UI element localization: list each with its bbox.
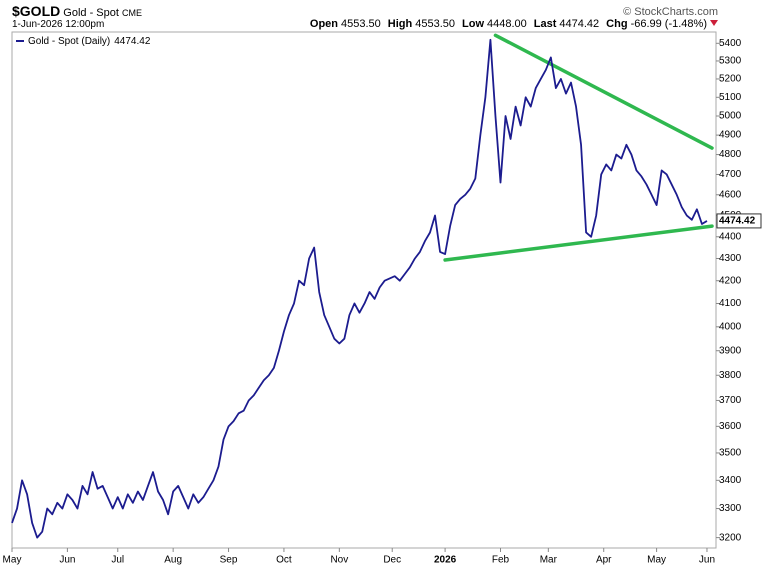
y-tick-label: 5300 [719, 56, 742, 67]
y-tick-label: 4600 [719, 189, 742, 200]
y-tick-label: 3200 [719, 532, 742, 543]
y-tick-label: 3600 [719, 421, 742, 432]
y-tick-label: 5200 [719, 74, 742, 85]
x-tick-label: Mar [540, 555, 558, 566]
x-tick-label: Jun [59, 555, 75, 566]
x-tick-label: Jul [111, 555, 124, 566]
quote-value: 4474.42 [559, 18, 600, 30]
x-tick-label: May [3, 555, 22, 566]
legend-value: 4474.42 [114, 36, 151, 47]
x-tick-label: Aug [164, 555, 182, 566]
y-tick-label: 4300 [719, 253, 742, 264]
quote-label: Low [462, 18, 485, 30]
header-row: $GOLD Gold - Spot CME © StockCharts.com [12, 3, 718, 19]
x-tick-label: Jun [699, 555, 715, 566]
quote-label: High [387, 18, 413, 30]
quote: Open 4553.50 High 4553.50 Low 4448.00 Last 4474… [303, 18, 718, 30]
y-tick-label: 3800 [719, 370, 742, 381]
y-tick-label: 4700 [719, 169, 742, 180]
legend-entry: Gold - Spot (Daily) 4474.42 [28, 36, 151, 47]
last-value-label: 4474.42 [719, 216, 756, 227]
x-tick-label: Sep [220, 555, 238, 566]
y-tick-label: 4900 [719, 130, 742, 141]
credit: © StockCharts.com [623, 6, 718, 18]
trendline [443, 224, 714, 262]
y-tick-label: 5100 [719, 92, 742, 103]
trendline [493, 33, 714, 150]
y-tick-label: 4100 [719, 298, 742, 309]
x-tick-label: Dec [383, 555, 401, 566]
x-tick-label: Feb [492, 555, 510, 566]
change-arrow [710, 20, 718, 26]
y-tick-label: 4000 [719, 321, 742, 332]
y-tick-label: 5400 [719, 38, 742, 49]
last-value-box [716, 213, 762, 229]
quote-label: Last [533, 18, 557, 30]
y-tick-label: 4800 [719, 149, 742, 160]
instrument-name: Gold - Spot [63, 7, 119, 19]
quote-label: Open [309, 18, 339, 30]
price-line [11, 38, 708, 539]
y-tick-label: 4400 [719, 231, 742, 242]
quote-value: -66.99 (-1.48%) [630, 18, 707, 30]
y-tick-label: 5000 [719, 111, 742, 122]
symbol: $GOLD [12, 3, 61, 19]
quote-label: Chg [606, 18, 628, 30]
y-tick-label: 3700 [719, 395, 742, 406]
x-tick-label: 2026 [434, 555, 457, 566]
y-tick-label: 3300 [719, 503, 742, 514]
y-tick-label: 3400 [719, 475, 742, 486]
x-tick-label: Apr [596, 555, 612, 566]
change-arrow-shape [710, 20, 718, 26]
y-tick-label: 4200 [719, 275, 742, 286]
legend-name: Gold - Spot (Daily) [28, 36, 110, 47]
exchange: CME [122, 8, 142, 18]
quote-value: 4553.50 [341, 18, 381, 30]
quote-value: 4553.50 [415, 18, 456, 30]
date: 1-Jun-2026 12:00pm [12, 19, 105, 30]
x-tick-label: Nov [330, 555, 348, 566]
x-tick-label: May [647, 555, 666, 566]
y-tick-label: 3900 [719, 345, 742, 356]
header-row: 1-Jun-2026 12:00pm Open 4553.50 High 4553.5… [12, 18, 718, 32]
y-tick-label: 3500 [719, 448, 742, 459]
x-tick-label: Oct [276, 555, 292, 566]
plot-frame [11, 31, 717, 549]
quote-value: 4448.00 [487, 18, 527, 30]
